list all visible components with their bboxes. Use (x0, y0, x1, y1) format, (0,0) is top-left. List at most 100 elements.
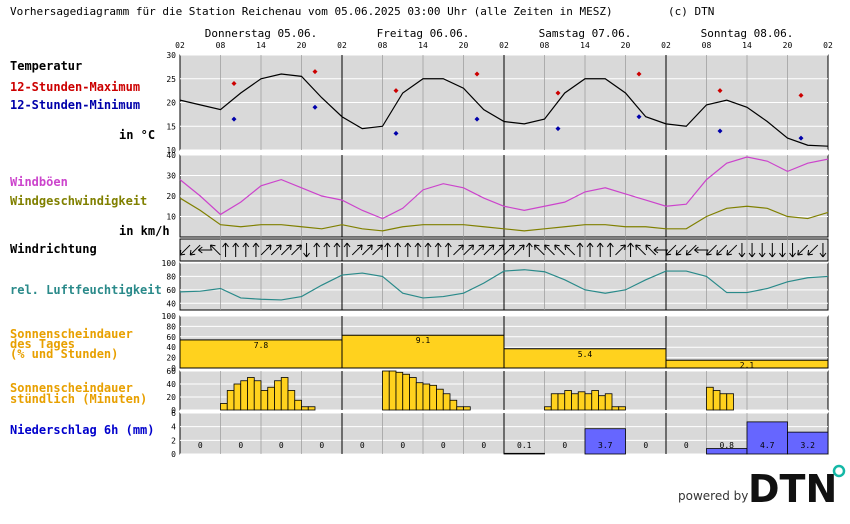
sunshine-hourly-bar (429, 384, 437, 411)
min-temp-marker (312, 104, 318, 110)
arrow-shaft (372, 244, 383, 256)
sunshine-daily-label: 9.1 (416, 336, 431, 345)
arrow-shaft (179, 244, 191, 256)
label-windgeschwindigkeit: Windgeschwindigkeit (10, 194, 147, 208)
wind-direction-arrow (564, 244, 576, 256)
arrow-shaft (453, 244, 464, 256)
wind-direction-arrow (473, 244, 485, 256)
sunshine-hourly-bar (611, 406, 620, 411)
sunshine-hourly-bar (267, 386, 275, 411)
hour-tick-label: 08 (378, 41, 388, 50)
min-temp-marker (231, 116, 237, 122)
arrow-head (779, 252, 786, 258)
wind-direction-arrow (313, 242, 321, 257)
precipitation-label: 0 (198, 441, 203, 450)
precipitation-label: 0 (279, 441, 284, 450)
precipitation-label: 4.7 (760, 441, 775, 450)
arrow-shaft (645, 244, 657, 256)
sunshine-hourly-bar (591, 390, 599, 411)
sunshine-hourly-bar (564, 390, 572, 411)
hour-tick-label: 08 (702, 41, 712, 50)
sunshine-hourly-bar (422, 383, 431, 411)
arrow-head (576, 242, 584, 248)
sunshine-hourly-bar (557, 393, 566, 411)
arrow-head (276, 244, 282, 251)
wind-direction-arrow (716, 244, 727, 256)
plot-area: 02 08 14 20 02 08 14 20 02 08 14 20 02 08 14 20 02Donner… (162, 27, 833, 459)
arrow-head (706, 249, 712, 256)
arrow-shaft (635, 244, 646, 256)
arrow-head (357, 244, 363, 251)
wind-ytick: 30 (166, 172, 176, 181)
arrow-head (685, 249, 692, 256)
wind-direction-arrow (483, 244, 495, 256)
wind-direction-arrow (493, 244, 505, 256)
wind-direction-arrow (372, 244, 383, 256)
arrow-head (716, 249, 722, 256)
sunshine-hourly-bar (456, 406, 464, 411)
wind-direction-arrow (748, 243, 756, 258)
wind-direction-arrow (270, 244, 282, 256)
max-temp-marker (312, 69, 318, 75)
wind-direction-arrow (303, 243, 310, 258)
arrow-shaft (564, 244, 576, 256)
wind-direction-arrow (726, 244, 738, 256)
min-temp-marker (636, 114, 642, 120)
wind-direction-arrow (694, 246, 709, 254)
arrow-head (789, 252, 796, 258)
shr-ytick: 0 (171, 406, 176, 415)
arrow-shaft (706, 244, 717, 256)
wind-direction-arrow (525, 242, 533, 257)
sunshine-hourly-bar (415, 382, 424, 411)
wind-direction-arrow (189, 244, 201, 256)
wind-direction-arrow (463, 244, 475, 256)
hum-ytick: 60 (166, 286, 176, 295)
precipitation-bar (746, 421, 788, 455)
sunshine-daily-label: 7.8 (254, 341, 269, 350)
wind-direction-arrow (807, 244, 819, 256)
sunshine-hourly-bar (233, 383, 242, 411)
max-temp-marker (555, 90, 561, 96)
arrow-head (286, 244, 292, 251)
arrow-shaft (483, 244, 495, 256)
arrow-head (554, 244, 560, 251)
arrow-head (377, 244, 383, 251)
label-luftfeuchtigkeit: rel. Luftfeuchtigkeit (10, 283, 162, 297)
dtn-logo-text: DTN (748, 467, 837, 511)
sunshine-hourly-bar (726, 393, 734, 411)
arrow-shaft (686, 244, 697, 256)
wind-direction-arrow (606, 242, 614, 257)
wind-ytick: 20 (166, 192, 176, 201)
arrow-head (653, 246, 659, 254)
precipitation-label: 0 (441, 441, 446, 450)
arrow-shaft (807, 244, 819, 256)
prec-ytick: 6 (171, 409, 176, 418)
hour-tick-label: 02 (661, 41, 671, 50)
precipitation-bar (503, 452, 545, 455)
sunshine-hourly-bar (240, 380, 248, 411)
hour-tick-label: 20 (297, 41, 307, 50)
wind-direction-arrow (242, 242, 250, 257)
sunshine-hourly-bar (301, 406, 309, 411)
arrow-head (498, 244, 505, 251)
max-temp-marker (474, 71, 480, 77)
sday-ytick: 0 (171, 364, 176, 373)
sunshine-hourly-bar (436, 388, 444, 411)
max-temp-marker (798, 92, 804, 98)
arrow-shaft (544, 244, 555, 256)
max-temp-marker (393, 88, 399, 94)
wind-direction-arrow (685, 244, 697, 256)
sunshine-hourly-bar (463, 406, 471, 411)
arrow-shaft (726, 244, 738, 256)
arrow-head (296, 244, 302, 251)
precipitation-label: 0 (238, 441, 243, 450)
arrow-head (323, 242, 331, 248)
wind-direction-arrow (554, 244, 565, 256)
copyright: (c) DTN (668, 5, 714, 18)
wind-direction-arrow (260, 244, 272, 256)
wind-direction-arrow (414, 242, 422, 257)
arrow-head (758, 252, 766, 258)
sunshine-daily-label: 2.1 (740, 361, 755, 370)
wind-direction-arrow (533, 244, 545, 256)
